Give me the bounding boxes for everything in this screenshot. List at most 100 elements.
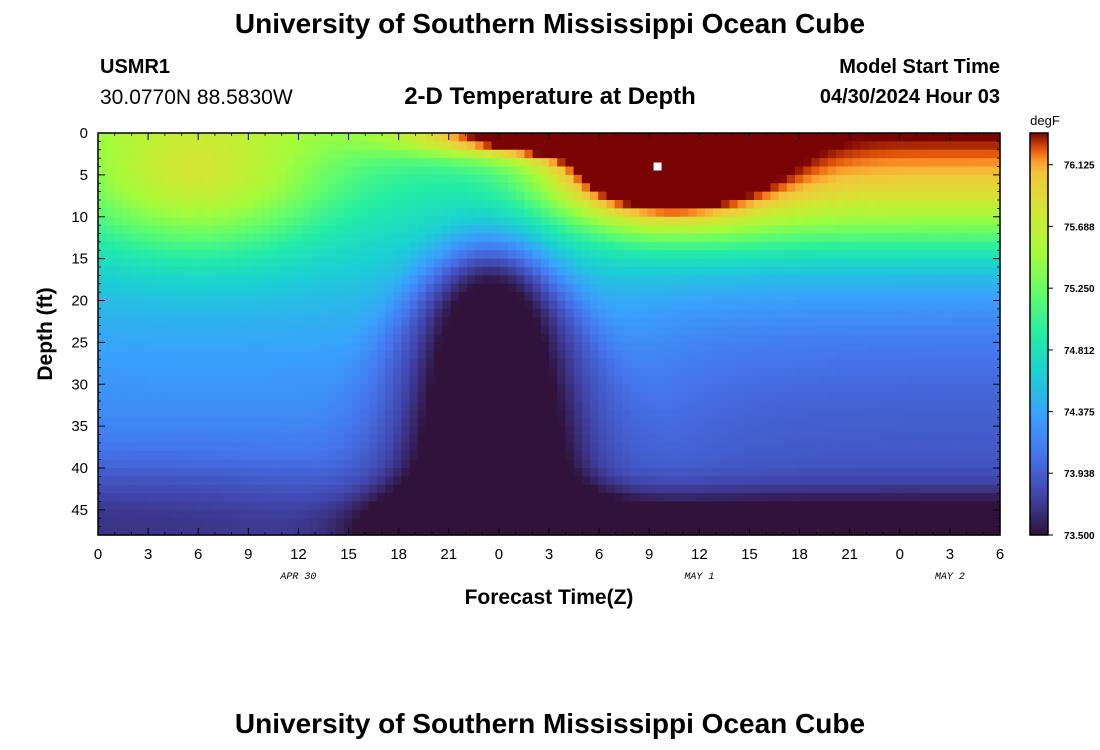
heatmap-cell [171,350,181,360]
heatmap-cell [860,233,870,243]
heatmap-cell [286,401,296,410]
heatmap-cell [286,149,296,159]
heatmap-cell [344,334,353,343]
heatmap-cell [549,476,558,486]
heatmap-cell [270,451,279,461]
heatmap-cell [467,484,476,494]
heatmap-cell [655,367,665,377]
heatmap-cell [959,158,968,168]
heatmap-cell [540,174,550,184]
heatmap-cell [819,166,829,176]
heatmap-cell [819,375,829,385]
heatmap-cell [622,300,632,310]
heatmap-cell [983,484,993,494]
heatmap-cell [991,317,1001,327]
heatmap-cell [631,426,640,436]
heatmap-cell [524,208,534,218]
heatmap-cell [598,459,607,469]
heatmap-cell [762,342,771,352]
heatmap-cell [221,434,230,444]
heatmap-cell [762,451,771,461]
heatmap-cell [139,493,148,503]
heatmap-cell [967,267,976,276]
heatmap-cell [114,317,124,327]
heatmap-cell [729,417,739,427]
heatmap-cell [508,233,517,243]
heatmap-cell [253,166,263,176]
heatmap-cell [614,325,624,335]
heatmap-cell [352,133,361,142]
heatmap-cell [786,459,796,469]
heatmap-cell [368,392,378,402]
heatmap-cell [130,401,140,410]
heatmap-cell [442,317,452,327]
heatmap-cell [852,300,862,310]
heatmap-cell [516,350,525,360]
heatmap-cell [631,267,640,276]
heatmap-cell [442,375,452,385]
heatmap-cell [622,367,632,377]
heatmap-cell [491,459,501,469]
heatmap-cell [647,183,657,193]
heatmap-cell [450,451,460,461]
heatmap-cell [393,300,402,310]
heatmap-cell [721,468,730,477]
heatmap-cell [442,300,452,310]
heatmap-cell [130,359,140,369]
heatmap-cell [737,216,747,226]
heatmap-cell [393,191,402,201]
heatmap-cell [959,476,968,486]
heatmap-cell [631,233,640,243]
heatmap-cell [860,426,870,436]
heatmap-cell [852,325,862,335]
heatmap-cell [934,434,944,444]
heatmap-cell [139,183,148,193]
heatmap-cell [327,442,337,452]
heatmap-cell [204,183,214,193]
heatmap-cell [401,250,411,260]
heatmap-cell [155,476,165,486]
heatmap-cell [663,350,673,360]
heatmap-cell [950,392,960,402]
heatmap-cell [426,468,435,477]
heatmap-cell [311,384,320,394]
heatmap-cell [844,292,853,302]
heatmap-cell [655,308,665,318]
heatmap-cell [221,325,230,335]
heatmap-cell [868,426,878,436]
heatmap-cell [549,401,558,410]
heatmap-cell [409,484,419,494]
heatmap-cell [385,342,394,352]
heatmap-cell [614,183,624,193]
heatmap-cell [499,468,509,477]
heatmap-cell [622,200,632,209]
heatmap-cell [950,476,960,486]
heatmap-cell [532,166,542,176]
heatmap-cell [819,200,829,209]
heatmap-cell [180,468,189,477]
heatmap-cell [188,233,197,243]
heatmap-cell [655,300,665,310]
heatmap-cell [221,459,230,469]
heatmap-cell [885,141,894,151]
heatmap-cell [786,493,796,503]
heatmap-cell [811,501,821,511]
heatmap-cell [98,334,107,343]
heatmap-cell [499,141,509,151]
heatmap-cell [844,359,853,369]
heatmap-cell [868,208,878,218]
heatmap-cell [237,149,247,159]
heatmap-cell [926,350,935,360]
heatmap-cell [237,401,247,410]
heatmap-cell [803,476,812,486]
heatmap-cell [426,375,435,385]
heatmap-cell [245,501,255,511]
heatmap-cell [171,292,181,302]
heatmap-cell [171,392,181,402]
heatmap-cell [655,258,665,268]
heatmap-cell [655,459,665,469]
heatmap-cell [122,501,132,511]
heatmap-cell [950,283,960,293]
heatmap-cell [713,133,722,142]
heatmap-cell [959,325,968,335]
